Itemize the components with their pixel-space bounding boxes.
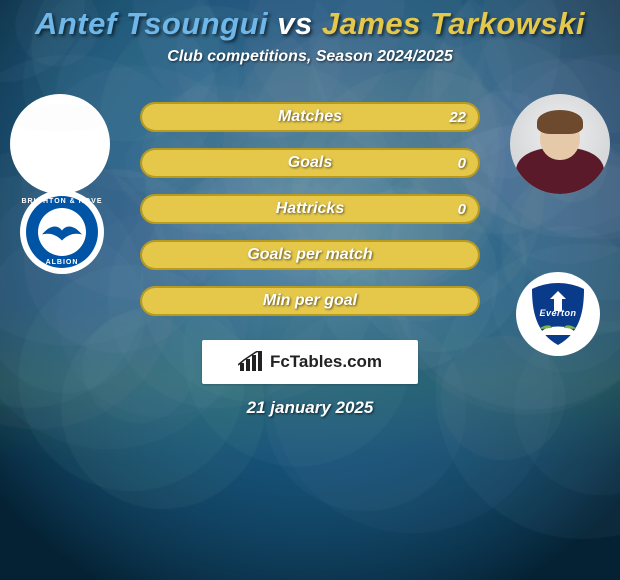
stat-label: Goals <box>142 150 478 176</box>
bar-chart-icon <box>238 351 264 373</box>
crest-right-text: Everton <box>516 308 600 318</box>
date: 21 january 2025 <box>0 398 620 418</box>
crest-left-text-bottom: ALBION <box>20 259 104 266</box>
stat-value-right: 0 <box>430 150 476 176</box>
crest-left-text-top: BRIGHTON & HOVE <box>20 198 104 205</box>
club-crest-right: Everton <box>516 272 600 356</box>
stat-bar: Min per goal <box>140 286 480 316</box>
subtitle: Club competitions, Season 2024/2025 <box>0 48 620 66</box>
stat-bar: Goals0 <box>140 148 480 178</box>
stat-bar: Matches22 <box>140 102 480 132</box>
stat-label: Goals per match <box>142 242 478 268</box>
stat-value-right: 0 <box>430 196 476 222</box>
stat-value-right: 22 <box>430 104 476 130</box>
stat-label: Min per goal <box>142 288 478 314</box>
brand-text: FcTables.com <box>270 352 382 372</box>
club-crest-left: BRIGHTON & HOVE ALBION <box>20 190 104 274</box>
stat-label: Hattricks <box>142 196 478 222</box>
player-right-avatar <box>510 94 610 194</box>
stat-bars: Matches22Goals0Hattricks0Goals per match… <box>140 102 480 332</box>
page-title: Antef Tsoungui vs James Tarkowski <box>0 0 620 42</box>
title-vs: vs <box>277 6 322 41</box>
stat-label: Matches <box>142 104 478 130</box>
title-left: Antef Tsoungui <box>35 6 268 41</box>
title-right: James Tarkowski <box>322 6 585 41</box>
stat-bar: Goals per match <box>140 240 480 270</box>
stat-bar: Hattricks0 <box>140 194 480 224</box>
player-left-avatar <box>10 94 110 194</box>
brand-badge: FcTables.com <box>202 340 418 384</box>
